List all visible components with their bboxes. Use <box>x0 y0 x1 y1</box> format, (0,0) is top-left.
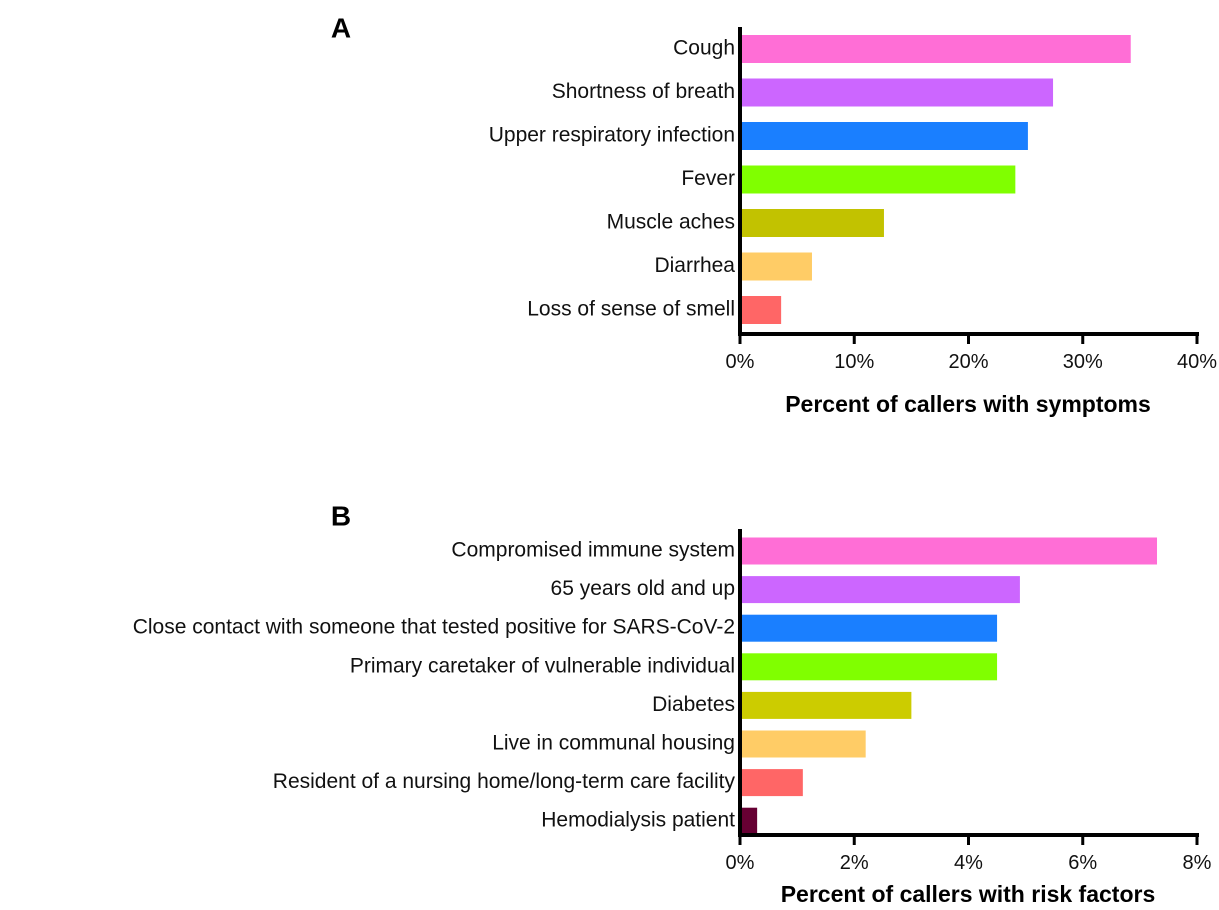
bar <box>742 252 812 281</box>
category-label: Hemodialysis patient <box>541 809 735 832</box>
bar <box>742 807 758 835</box>
bar <box>742 537 1158 565</box>
panel-a-chart: A Cough Shortness of breath Upper respirato… <box>331 12 1217 417</box>
panel-label: A <box>331 12 351 43</box>
panel-b-chart: B Compromised immune system 65 years old a… <box>133 500 1212 907</box>
category-label: 65 years old and up <box>551 577 735 600</box>
x-axis-title: Percent of callers with symptoms <box>785 391 1151 417</box>
bar <box>742 165 1016 194</box>
category-label: Primary caretaker of vulnerable individu… <box>350 654 735 677</box>
x-tick-label: 30% <box>1063 351 1103 373</box>
bar <box>742 209 884 237</box>
category-label: Muscle aches <box>607 211 735 234</box>
x-tick-label: 4% <box>954 852 983 874</box>
panel-label: B <box>331 500 351 531</box>
category-label: Close contact with someone that tested p… <box>133 616 735 639</box>
x-axis-title: Percent of callers with risk factors <box>781 881 1156 907</box>
bar <box>742 35 1131 63</box>
bar <box>742 691 912 719</box>
x-tick-label: 6% <box>1068 852 1097 874</box>
bar <box>742 614 998 642</box>
category-label: Resident of a nursing home/long-term car… <box>273 770 736 793</box>
bar <box>742 769 803 797</box>
category-label: Compromised immune system <box>451 539 735 562</box>
x-tick-label: 20% <box>948 351 988 373</box>
bar <box>742 78 1054 107</box>
bar <box>742 576 1020 604</box>
x-tick-label: 2% <box>840 852 869 874</box>
x-tick-label: 10% <box>834 351 874 373</box>
bar <box>742 296 782 324</box>
x-tick-label: 40% <box>1177 351 1217 373</box>
category-label: Fever <box>681 167 735 190</box>
bar <box>742 653 998 681</box>
x-tick-label: 8% <box>1183 852 1212 874</box>
category-label: Shortness of breath <box>552 80 735 103</box>
category-label: Cough <box>673 37 735 60</box>
bar <box>742 730 866 758</box>
category-label: Diarrhea <box>654 254 735 277</box>
category-label: Upper respiratory infection <box>489 124 735 147</box>
x-tick-label: 0% <box>726 351 755 373</box>
category-label: Loss of sense of smell <box>527 298 735 321</box>
category-label: Diabetes <box>652 693 735 716</box>
category-label: Live in communal housing <box>492 732 735 755</box>
x-tick-label: 0% <box>726 852 755 874</box>
bar <box>742 122 1028 150</box>
